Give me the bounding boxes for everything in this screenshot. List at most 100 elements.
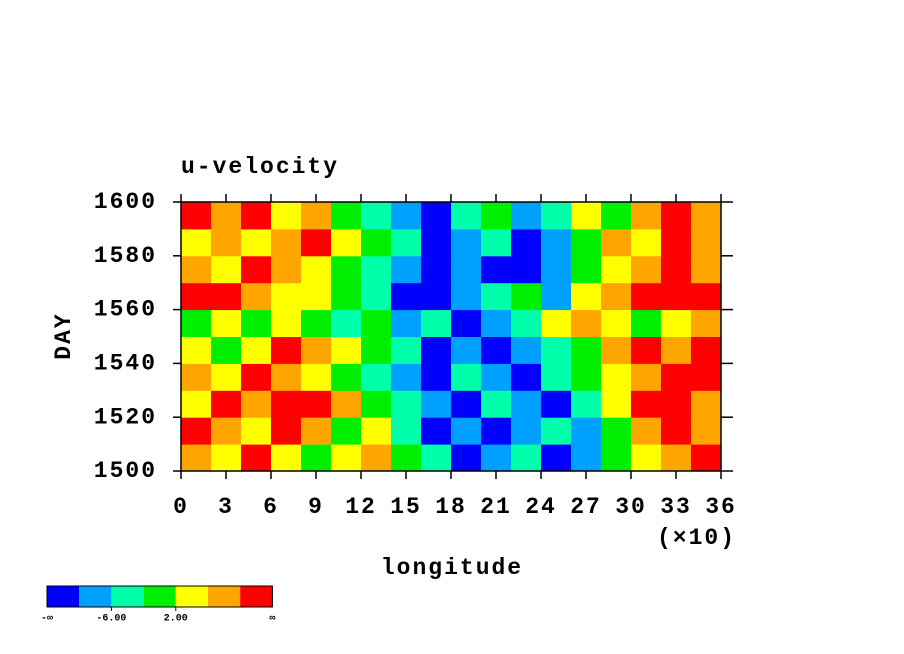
cell bbox=[481, 363, 512, 391]
cell bbox=[271, 417, 302, 445]
cell bbox=[481, 255, 512, 284]
cell bbox=[571, 282, 602, 311]
cell bbox=[421, 390, 452, 418]
cell bbox=[691, 444, 722, 472]
cell bbox=[601, 444, 632, 472]
cell bbox=[181, 444, 212, 472]
cell bbox=[241, 390, 272, 418]
cell bbox=[241, 282, 272, 311]
cell bbox=[331, 228, 362, 257]
cell bbox=[271, 228, 302, 257]
cell bbox=[241, 363, 272, 391]
cell bbox=[331, 255, 362, 284]
cell bbox=[511, 363, 542, 391]
cell bbox=[451, 228, 482, 257]
cell bbox=[301, 282, 332, 311]
cell bbox=[241, 444, 272, 472]
cell bbox=[601, 202, 632, 230]
x-tick-label: 27 bbox=[570, 494, 602, 520]
cell bbox=[391, 228, 422, 257]
x-tick-label: 6 bbox=[263, 494, 279, 520]
cell bbox=[541, 282, 572, 311]
cell bbox=[541, 228, 572, 257]
cell bbox=[361, 202, 392, 230]
cell bbox=[541, 390, 572, 418]
cell bbox=[661, 255, 692, 284]
cell bbox=[361, 444, 392, 472]
cell bbox=[241, 336, 272, 364]
cell bbox=[211, 202, 242, 230]
cell bbox=[391, 390, 422, 418]
y-tick-label: 1540 bbox=[94, 350, 157, 376]
cell bbox=[601, 363, 632, 391]
cell bbox=[301, 363, 332, 391]
cell bbox=[511, 390, 542, 418]
cell bbox=[631, 309, 662, 337]
cell bbox=[361, 282, 392, 311]
y-tick-label: 1580 bbox=[94, 243, 157, 269]
x-tick-label: 15 bbox=[390, 494, 422, 520]
cell bbox=[361, 363, 392, 391]
cell bbox=[661, 363, 692, 391]
colorbar-max-label: ∞ bbox=[269, 614, 275, 625]
cell bbox=[451, 202, 482, 230]
cell bbox=[181, 309, 212, 337]
cell bbox=[691, 282, 722, 311]
cell bbox=[691, 202, 722, 230]
cell bbox=[331, 444, 362, 472]
cell bbox=[661, 309, 692, 337]
cell bbox=[271, 444, 302, 472]
cell bbox=[691, 309, 722, 337]
cell bbox=[631, 336, 662, 364]
cell bbox=[451, 282, 482, 311]
x-tick-label: 30 bbox=[615, 494, 647, 520]
cell bbox=[631, 417, 662, 445]
cell bbox=[511, 309, 542, 337]
x-axis-label: longitude bbox=[381, 555, 523, 581]
cell bbox=[181, 282, 212, 311]
cell bbox=[571, 336, 602, 364]
cell bbox=[331, 390, 362, 418]
cell bbox=[511, 336, 542, 364]
cell bbox=[571, 202, 602, 230]
cell bbox=[691, 417, 722, 445]
x-scale-label: (×10) bbox=[657, 525, 736, 551]
cell bbox=[181, 202, 212, 230]
cell bbox=[691, 228, 722, 257]
x-tick-label: 3 bbox=[218, 494, 234, 520]
cell bbox=[421, 282, 452, 311]
cell bbox=[211, 309, 242, 337]
cell bbox=[271, 255, 302, 284]
cell bbox=[631, 228, 662, 257]
cell bbox=[181, 390, 212, 418]
cell bbox=[421, 363, 452, 391]
cell bbox=[181, 255, 212, 284]
cell bbox=[571, 309, 602, 337]
cell bbox=[631, 202, 662, 230]
cell bbox=[541, 309, 572, 337]
chart-title: u-velocity bbox=[181, 154, 339, 180]
colorbar-swatch bbox=[175, 586, 208, 607]
cell bbox=[181, 336, 212, 364]
cell bbox=[361, 255, 392, 284]
cell bbox=[481, 390, 512, 418]
cell bbox=[601, 417, 632, 445]
cell bbox=[391, 336, 422, 364]
cell bbox=[211, 336, 242, 364]
cell bbox=[631, 282, 662, 311]
cell bbox=[331, 202, 362, 230]
cell bbox=[361, 390, 392, 418]
cell bbox=[481, 228, 512, 257]
cell bbox=[391, 363, 422, 391]
cell bbox=[481, 336, 512, 364]
cell bbox=[481, 282, 512, 311]
cell bbox=[661, 282, 692, 311]
cell bbox=[241, 228, 272, 257]
cell bbox=[661, 390, 692, 418]
cell bbox=[331, 363, 362, 391]
x-tick-label: 36 bbox=[705, 494, 737, 520]
cell bbox=[241, 255, 272, 284]
cell bbox=[541, 417, 572, 445]
cell bbox=[481, 417, 512, 445]
